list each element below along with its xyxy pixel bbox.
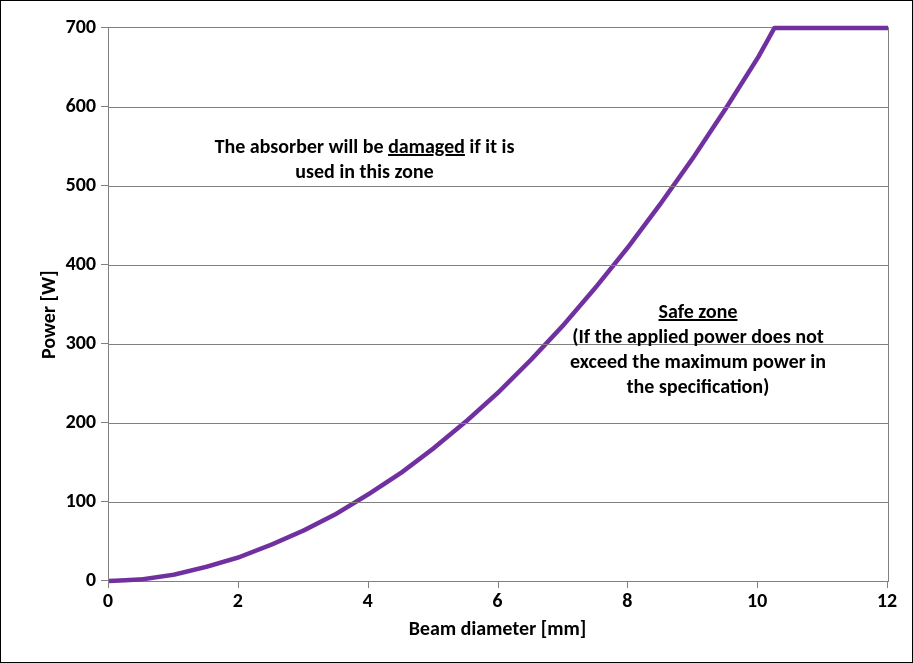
damage-zone-note: The absorber will be damaged if it is use… (154, 135, 575, 185)
gridline (109, 186, 888, 187)
x-tick-label: 2 (218, 589, 258, 613)
x-tick (368, 581, 369, 588)
gridline (109, 107, 888, 108)
annotation-text: if it is (465, 135, 515, 159)
x-tick-label: 4 (348, 589, 388, 613)
x-tick-label: 6 (478, 589, 518, 613)
x-tick-label: 8 (607, 589, 647, 613)
annotation-text: damaged (388, 135, 465, 159)
y-tick-label: 300 (46, 331, 96, 355)
x-tick (887, 581, 888, 588)
y-tick-label: 600 (46, 94, 96, 118)
y-tick (101, 422, 108, 423)
annotation-text: (If the applied power does not (572, 325, 824, 349)
y-tick (101, 27, 108, 28)
y-tick-label: 200 (46, 410, 96, 434)
y-tick (101, 501, 108, 502)
y-tick-label: 500 (46, 173, 96, 197)
x-tick (498, 581, 499, 588)
x-tick-label: 10 (737, 589, 777, 613)
x-tick (238, 581, 239, 588)
y-tick (101, 580, 108, 581)
annotation-text: the specification) (627, 375, 770, 399)
y-tick-label: 400 (46, 252, 96, 276)
x-tick (757, 581, 758, 588)
gridline (109, 423, 888, 424)
y-tick-label: 700 (46, 15, 96, 39)
x-axis-title: Beam diameter [mm] (348, 617, 648, 641)
gridline (109, 265, 888, 266)
safe-zone-note: Safe zone(If the applied power does note… (538, 300, 858, 400)
y-tick (101, 185, 108, 186)
x-tick-label: 0 (88, 589, 128, 613)
annotation-text: Safe zone (659, 300, 738, 324)
y-tick (101, 106, 108, 107)
x-tick (108, 581, 109, 588)
y-tick (101, 343, 108, 344)
y-tick (101, 264, 108, 265)
y-tick-label: 100 (46, 489, 96, 513)
gridline (109, 502, 888, 503)
x-tick (627, 581, 628, 588)
chart-frame: Power [W] Beam diameter [mm] 01002003004… (0, 0, 913, 663)
annotation-text: exceed the maximum power in (570, 350, 826, 374)
annotation-text: used in this zone (295, 160, 433, 184)
annotation-text: The absorber will be (215, 135, 389, 159)
x-tick-label: 12 (867, 589, 907, 613)
